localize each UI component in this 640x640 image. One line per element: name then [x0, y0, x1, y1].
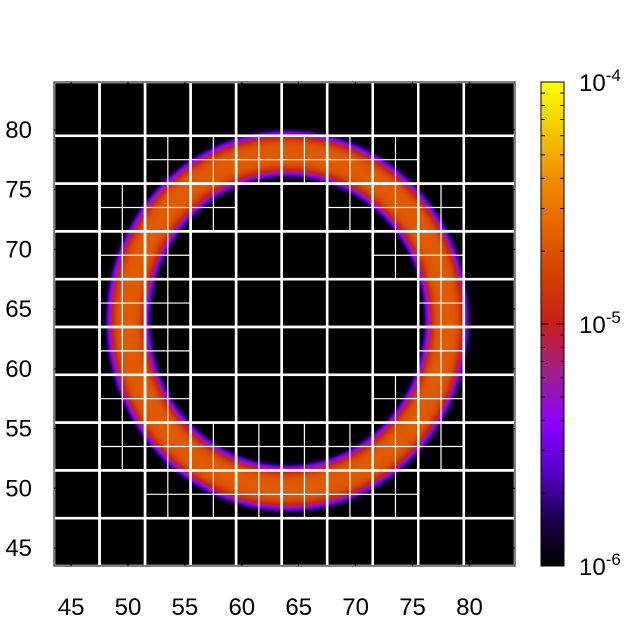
plot-frame [53, 81, 516, 567]
colorbar-tick-base: 10 [579, 554, 606, 581]
colorbar-tick-label: 10-5 [579, 308, 621, 339]
y-tick-label: 50 [5, 475, 32, 502]
y-tick-label: 65 [5, 296, 32, 323]
colorbar-tick-label: 10-4 [579, 66, 621, 97]
y-axis: 45 50 55 60 65 70 75 80 [5, 117, 515, 562]
x-tick-label: 70 [342, 594, 369, 621]
colorbar-tick-base: 10 [579, 312, 606, 339]
y-tick-label: 70 [5, 236, 32, 263]
x-tick-label: 75 [399, 594, 426, 621]
y-tick-label: 55 [5, 416, 32, 443]
colorbar: 10-610-510-4 [540, 66, 621, 581]
colorbar-ticks: 10-610-510-4 [541, 66, 621, 581]
colorbar-tick-label: 10-6 [579, 550, 621, 581]
colorbar-tick-exponent: -4 [606, 66, 621, 85]
x-tick-label: 65 [285, 594, 312, 621]
x-axis: 45 50 55 60 65 70 75 80 [58, 82, 483, 621]
colorbar-tick-base: 10 [579, 70, 606, 97]
colorbar-tick-exponent: -5 [606, 308, 621, 327]
y-tick-label: 60 [5, 356, 32, 383]
y-tick-label: 45 [5, 535, 32, 562]
amr-mesh [54, 82, 515, 566]
x-tick-label: 55 [172, 594, 199, 621]
x-tick-label: 50 [115, 594, 142, 621]
colorbar-tick-exponent: -6 [606, 550, 621, 569]
plot-area [53, 81, 516, 567]
x-tick-label: 60 [228, 594, 255, 621]
y-tick-label: 75 [5, 177, 32, 204]
y-tick-label: 80 [5, 117, 32, 144]
x-tick-label: 45 [58, 594, 85, 621]
x-tick-label: 80 [456, 594, 483, 621]
